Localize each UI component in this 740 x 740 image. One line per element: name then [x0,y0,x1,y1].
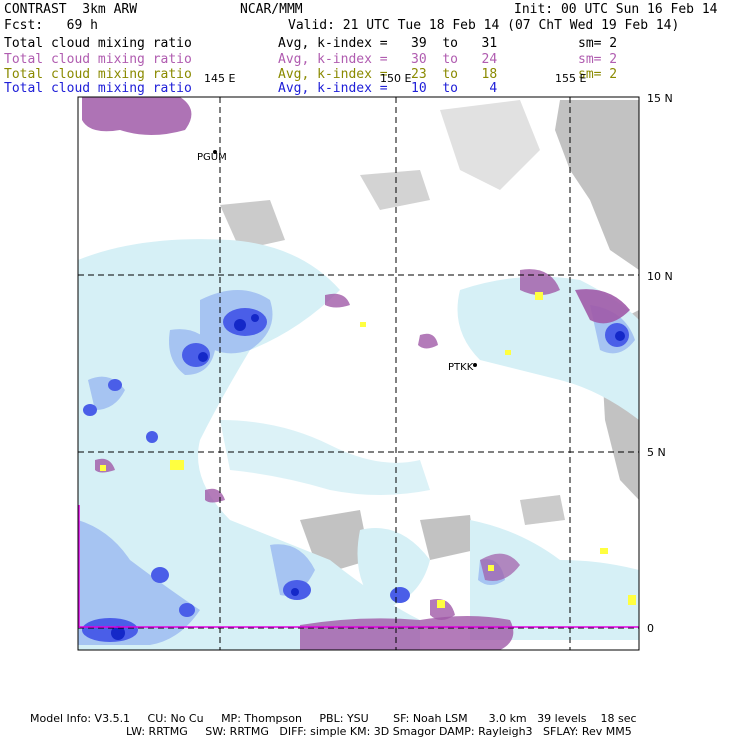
station-markers [213,150,477,367]
field-1-name: Total cloud mixing ratio [4,36,192,51]
cloud-core-layer [111,314,625,640]
lon-label-150: 150 E [380,72,412,85]
field-4-name: Total cloud mixing ratio [4,81,192,96]
lon-label-155: 155 E [555,72,587,85]
init-time: Init: 00 UTC Sun 16 Feb 14 [514,2,718,17]
lat-label-0: 0 [647,622,654,635]
lat-label-15n: 15 N [647,92,673,105]
station-label-ptkk: PTKK [448,362,474,373]
field-4-range: Avg, k-index = 10 to 4 [278,81,498,96]
map-frame [77,96,640,651]
purple-fill-layer [82,97,630,650]
valid-time: Valid: 21 UTC Tue 18 Feb 14 (07 ChT Wed … [288,18,680,33]
station-marker-ptkk [473,363,477,367]
center-name: NCAR/MMM [240,2,303,17]
field-2-sm: sm= 2 [578,52,618,67]
field-2-name: Total cloud mixing ratio [4,52,192,67]
lat-lon-grid [78,97,639,650]
model-title: CONTRAST 3km ARW [4,2,138,17]
forecast-hour: Fcst: 69 h [4,18,98,33]
station-marker-pgum [213,150,217,154]
lat-label-5n: 5 N [647,446,666,459]
field-2-range: Avg, k-index = 30 to 24 [278,52,498,67]
lon-label-145: 145 E [204,72,236,85]
map-area [78,97,639,650]
footer-model-info: Model Info: V3.5.1 CU: No Cu MP: Thompso… [30,712,637,725]
field-3-name: Total cloud mixing ratio [4,67,192,82]
field-3-sm: sm= 2 [578,67,618,82]
station-label-pgum: PGUM [197,152,227,163]
field-1-sm: sm= 2 [578,36,618,51]
field-3-range: Avg, k-index = 23 to 18 [278,67,498,82]
yellow-fill-layer [100,292,636,608]
lat-label-10n: 10 N [647,270,673,283]
field-1-range: Avg, k-index = 39 to 31 [278,36,498,51]
footer-physics-info: LW: RRTMG SW: RRTMG DIFF: simple KM: 3D … [126,725,632,738]
